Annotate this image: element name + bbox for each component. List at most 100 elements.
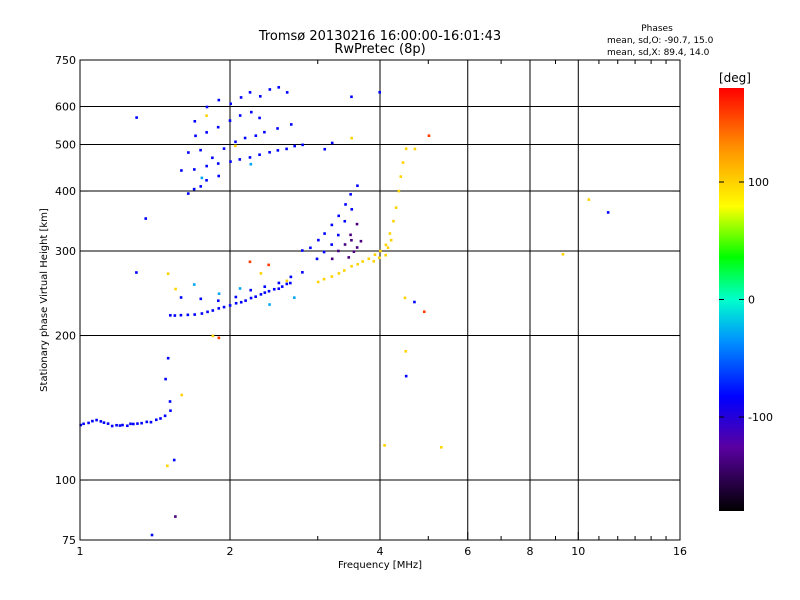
x-tick-label: 4 (377, 545, 384, 558)
data-point (401, 161, 405, 164)
data-point (355, 222, 359, 226)
data-point (238, 158, 242, 161)
data-point (163, 414, 167, 418)
data-point (285, 91, 289, 94)
x-tick-label: 2 (227, 545, 234, 558)
data-point (234, 301, 238, 305)
y-tick-label: 600 (55, 101, 76, 114)
data-point (115, 423, 118, 427)
data-point (386, 246, 390, 249)
data-point (413, 300, 416, 304)
data-point (350, 208, 354, 211)
data-point (263, 291, 267, 294)
data-point (238, 114, 242, 117)
data-point (145, 420, 149, 424)
data-point (136, 422, 139, 425)
data-point (280, 285, 284, 288)
data-point (172, 458, 176, 462)
data-point (193, 313, 197, 316)
y-tick-label: 100 (55, 474, 76, 487)
data-point (199, 148, 202, 152)
y-tick-label: 750 (55, 54, 76, 67)
data-point (388, 232, 392, 235)
y-axis-label: Stationary phase Virtual Height [km] (39, 208, 50, 392)
data-point (155, 418, 158, 422)
data-point (194, 134, 197, 138)
data-point (169, 314, 172, 317)
data-point (392, 219, 395, 223)
data-point (289, 275, 293, 279)
data-point (301, 143, 304, 147)
data-point (587, 198, 591, 201)
data-point (234, 144, 237, 148)
data-point (359, 239, 363, 243)
data-point (301, 271, 304, 274)
data-point (239, 300, 243, 304)
data-point (404, 374, 408, 378)
data-point (399, 175, 403, 178)
data-point (267, 263, 270, 267)
data-point (343, 243, 347, 246)
data-point (87, 421, 90, 425)
data-point (350, 264, 353, 268)
plot-points (79, 86, 610, 537)
y-tick-label: 400 (55, 185, 76, 198)
data-point (372, 260, 376, 263)
data-point (404, 147, 408, 151)
data-point (248, 260, 252, 264)
data-point (249, 288, 253, 292)
data-point (317, 238, 320, 242)
data-point (180, 393, 184, 397)
data-point (106, 422, 110, 425)
data-point (118, 424, 122, 427)
data-point (378, 90, 381, 94)
data-point (276, 149, 280, 152)
data-point (126, 424, 129, 428)
x-axis-label: Frequency [MHz] (338, 560, 422, 571)
data-point (268, 88, 272, 91)
data-point (217, 307, 221, 310)
data-point (193, 168, 196, 171)
data-point (404, 349, 408, 353)
data-point (79, 423, 82, 427)
data-point (217, 174, 221, 178)
data-point (135, 116, 138, 119)
data-point (349, 233, 352, 237)
data-point (217, 292, 221, 295)
data-point (166, 464, 169, 468)
data-point (285, 279, 289, 283)
data-point (238, 287, 242, 290)
data-point (356, 262, 360, 266)
data-point (330, 275, 334, 278)
data-point (367, 257, 371, 261)
data-point (263, 285, 267, 288)
phase-stats-x: mean, sd,X: 89.4, 14.0 (607, 48, 710, 58)
data-point (268, 150, 271, 154)
data-point (330, 243, 334, 246)
phase-stats-o: mean, sd,O: -90.7, 15.0 (607, 36, 714, 46)
data-point (389, 238, 393, 242)
data-point (249, 296, 253, 300)
data-point (229, 160, 232, 163)
colorbar-tick-label: 100 (748, 176, 769, 189)
data-point (216, 125, 220, 129)
data-point (174, 515, 177, 518)
data-point (315, 257, 319, 261)
x-tick-label: 1 (77, 545, 84, 558)
data-point (222, 147, 226, 150)
data-point (259, 272, 263, 275)
y-tick-label: 300 (55, 245, 76, 258)
data-point (102, 421, 106, 424)
data-point (355, 246, 359, 249)
data-point (397, 189, 401, 193)
data-point (258, 153, 261, 156)
data-point (222, 305, 226, 309)
data-point (350, 238, 353, 242)
data-point (228, 304, 232, 307)
data-point (91, 419, 94, 423)
data-point (144, 217, 148, 220)
data-point (205, 131, 208, 134)
data-point (343, 219, 347, 223)
